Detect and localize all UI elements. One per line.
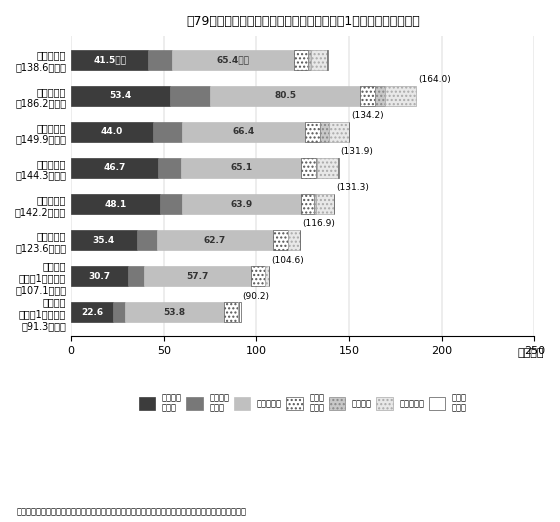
Text: (131.3): (131.3) [337, 183, 369, 193]
Bar [148, 50, 172, 69]
Bar [305, 122, 320, 142]
Text: 53.4: 53.4 [109, 91, 132, 100]
Bar [160, 194, 183, 214]
Bar [288, 230, 300, 250]
Text: 22.6: 22.6 [81, 308, 103, 317]
Text: (116.9): (116.9) [302, 219, 335, 229]
Bar [315, 194, 316, 214]
Bar [273, 230, 288, 250]
Text: 66.4: 66.4 [232, 127, 255, 136]
Bar [317, 158, 338, 178]
Bar [360, 86, 375, 106]
Bar [385, 86, 416, 106]
Text: (131.9): (131.9) [340, 147, 374, 156]
Text: 41.5千円: 41.5千円 [93, 55, 126, 64]
Title: 第79図　市町村の規模別地方税の構造（人口1人当たりの地方税）: 第79図 市町村の規模別地方税の構造（人口1人当たりの地方税） [186, 15, 419, 28]
Bar [225, 302, 238, 323]
Text: 44.0: 44.0 [101, 127, 123, 136]
Text: (134.2): (134.2) [351, 111, 384, 120]
Text: 53.8: 53.8 [164, 308, 185, 317]
Bar [183, 194, 301, 214]
Bar [316, 158, 317, 178]
Bar [113, 302, 125, 323]
Legend: 個人市町
村民税, 法人市町
村民税, 固定資産税, 普通税
その他, 事業所税, 都市計画税, 目的税
その他: 個人市町 村民税, 法人市町 村民税, 固定資産税, 普通税 その他, 事業所税… [136, 390, 470, 416]
Bar [71, 122, 153, 142]
Bar [251, 266, 265, 286]
Bar [239, 302, 240, 323]
Text: (104.6): (104.6) [271, 256, 304, 265]
Text: 65.1: 65.1 [230, 163, 252, 172]
Bar [316, 194, 334, 214]
X-axis label: （千円）: （千円） [517, 348, 544, 358]
Text: (90.2): (90.2) [242, 292, 269, 301]
Bar [293, 50, 308, 69]
Text: 48.1: 48.1 [105, 199, 127, 209]
Text: 35.4: 35.4 [93, 236, 115, 245]
Bar [144, 266, 251, 286]
Bar [157, 230, 273, 250]
Bar [170, 86, 211, 106]
Bar [181, 158, 301, 178]
Bar [153, 122, 182, 142]
Text: 57.7: 57.7 [186, 272, 209, 281]
Bar [71, 230, 137, 250]
Bar [128, 266, 144, 286]
Text: 80.5: 80.5 [274, 91, 296, 100]
Bar [320, 122, 329, 142]
Bar [137, 230, 157, 250]
Text: （注）「市町村合計」とは、大都市、中核市、特例市、中都市、小都市及び町村の単純合計額である。: （注）「市町村合計」とは、大都市、中核市、特例市、中都市、小都市及び町村の単純合… [17, 508, 247, 517]
Bar [311, 50, 328, 69]
Text: 46.7: 46.7 [103, 163, 125, 172]
Bar [265, 266, 269, 286]
Bar [301, 158, 316, 178]
Bar [71, 50, 148, 69]
Bar [329, 122, 349, 142]
Bar [375, 86, 385, 106]
Bar [71, 194, 160, 214]
Bar [308, 50, 311, 69]
Bar [71, 302, 113, 323]
Bar [158, 158, 181, 178]
Bar [125, 302, 225, 323]
Bar [71, 266, 128, 286]
Bar [172, 50, 293, 69]
Text: 63.9: 63.9 [231, 199, 253, 209]
Bar [182, 122, 305, 142]
Bar [71, 158, 158, 178]
Bar [301, 194, 315, 214]
Text: 65.4千円: 65.4千円 [216, 55, 249, 64]
Text: (164.0): (164.0) [418, 75, 451, 84]
Bar [211, 86, 360, 106]
Text: 30.7: 30.7 [88, 272, 111, 281]
Text: 62.7: 62.7 [204, 236, 226, 245]
Bar [71, 86, 170, 106]
